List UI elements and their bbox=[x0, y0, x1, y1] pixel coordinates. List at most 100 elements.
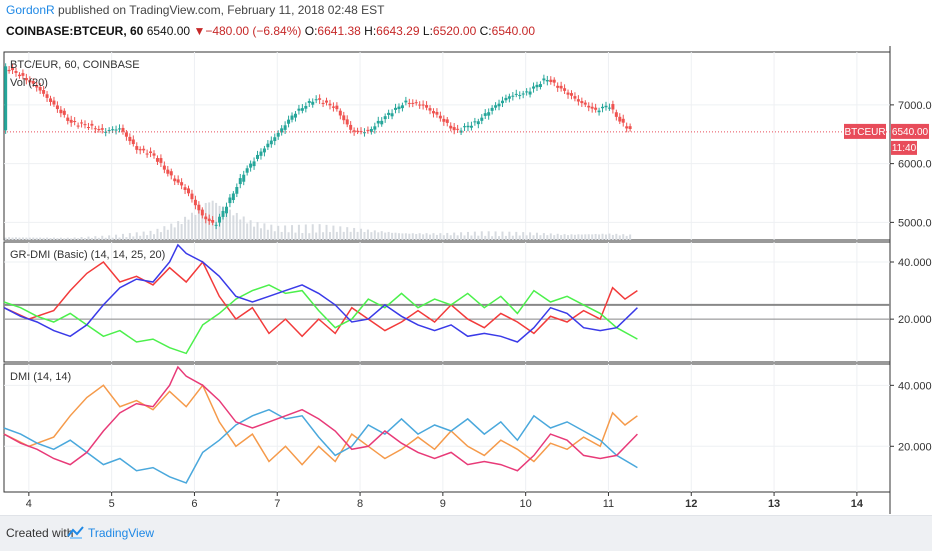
volume-bar bbox=[159, 232, 162, 240]
volume-bar bbox=[598, 234, 601, 240]
volume-bar bbox=[435, 234, 438, 240]
candle-body bbox=[497, 103, 501, 107]
candle-body bbox=[380, 120, 384, 125]
candle-body bbox=[331, 106, 335, 108]
volume-bar bbox=[225, 210, 228, 240]
candle-body bbox=[538, 84, 542, 88]
volume-bar bbox=[84, 238, 87, 240]
candle-body bbox=[563, 88, 567, 91]
author-link[interactable]: GordonR bbox=[6, 3, 55, 17]
volume-bar bbox=[87, 236, 90, 240]
chart-area[interactable]: 4 5 6 7 8 9 10 11 12 13 14 7000.00 6000.00 5000.00 BTC… bbox=[0, 46, 932, 515]
x-tick-label: 9 bbox=[440, 498, 446, 510]
candle-body bbox=[504, 97, 508, 101]
candle-body bbox=[383, 116, 387, 120]
volume-bar bbox=[121, 233, 124, 240]
candle-body bbox=[276, 132, 280, 137]
volume-bar bbox=[132, 236, 135, 240]
volume-bar bbox=[404, 233, 407, 240]
volume-bar bbox=[373, 230, 376, 240]
high-label: H: bbox=[364, 24, 377, 38]
candle-body bbox=[17, 74, 21, 77]
tradingview-link[interactable]: TradingView bbox=[88, 526, 155, 540]
candle-body bbox=[190, 193, 194, 200]
volume-bar bbox=[322, 232, 325, 240]
candle-body bbox=[566, 92, 570, 95]
volume-bar bbox=[56, 238, 59, 240]
volume-bar bbox=[52, 237, 55, 240]
volume-bar bbox=[439, 233, 442, 240]
volume-bar bbox=[318, 224, 321, 240]
volume-bar bbox=[239, 219, 242, 240]
candle-body bbox=[224, 206, 228, 214]
candle-body bbox=[307, 101, 311, 103]
candle-body bbox=[200, 209, 204, 216]
candle-body bbox=[480, 117, 484, 121]
candle-body bbox=[187, 188, 191, 194]
candle-body bbox=[131, 139, 135, 145]
volume-bar bbox=[197, 207, 200, 240]
candle-body bbox=[218, 216, 222, 223]
candle-body bbox=[428, 108, 432, 111]
price-change: −480.00 (−6.84%) bbox=[205, 24, 302, 38]
candle-body bbox=[245, 168, 249, 173]
candle-body bbox=[597, 110, 601, 113]
volume-bar bbox=[273, 231, 276, 240]
candle-body bbox=[590, 106, 594, 109]
candle-body bbox=[369, 129, 373, 132]
volume-bar bbox=[70, 238, 73, 240]
candle-body bbox=[176, 179, 180, 183]
candle-body bbox=[193, 199, 197, 206]
candle-body bbox=[31, 81, 35, 84]
candle-body bbox=[576, 99, 580, 102]
candle-body bbox=[128, 136, 132, 142]
candle-body bbox=[469, 125, 473, 128]
candle-body bbox=[283, 125, 287, 130]
volume-bar bbox=[21, 237, 24, 240]
candle-body bbox=[456, 128, 460, 130]
chart-title: BTC/EUR, 60, COINBASE bbox=[10, 59, 140, 71]
volume-bar bbox=[491, 236, 494, 240]
volume-bar bbox=[504, 235, 507, 240]
volume-bar bbox=[304, 224, 307, 240]
candle-body bbox=[287, 119, 291, 124]
volume-bar bbox=[391, 232, 394, 240]
candle-body bbox=[69, 119, 73, 123]
tradingview-logo-icon bbox=[67, 526, 84, 539]
candle-body bbox=[145, 153, 149, 155]
volume-bar bbox=[270, 224, 273, 240]
volume-bar bbox=[311, 224, 314, 240]
volume-bar bbox=[473, 231, 476, 240]
volume-bar bbox=[153, 234, 156, 240]
volume-bar bbox=[263, 223, 266, 240]
volume-bar bbox=[611, 234, 614, 240]
candle-body bbox=[38, 87, 42, 91]
volume-bar bbox=[142, 231, 145, 240]
volume-bar bbox=[432, 233, 435, 240]
candle-body bbox=[204, 216, 208, 220]
volume-bar bbox=[380, 231, 383, 240]
volume-bar bbox=[570, 234, 573, 240]
volume-bar bbox=[532, 235, 535, 240]
volume-bar bbox=[370, 232, 373, 240]
volume-bar bbox=[415, 234, 418, 240]
candle-body bbox=[242, 174, 246, 182]
candle-body bbox=[342, 115, 346, 121]
volume-bar bbox=[308, 233, 311, 240]
volume-bar bbox=[242, 216, 245, 240]
candle-body bbox=[500, 100, 504, 104]
volume-bar bbox=[256, 222, 259, 240]
volume-bar bbox=[529, 232, 532, 240]
volume-bar bbox=[515, 231, 518, 240]
volume-bar bbox=[108, 235, 111, 240]
candle-body bbox=[611, 104, 615, 110]
candle-body bbox=[297, 108, 301, 111]
volume-bar bbox=[463, 235, 466, 240]
volume-bar bbox=[349, 231, 352, 240]
x-tick-label: 13 bbox=[768, 498, 780, 510]
price-tag: 6540.00 bbox=[892, 127, 929, 138]
volume-bar bbox=[291, 225, 294, 240]
volume-bar bbox=[284, 225, 287, 240]
candle-body bbox=[518, 95, 522, 97]
volume-bar bbox=[135, 232, 138, 240]
